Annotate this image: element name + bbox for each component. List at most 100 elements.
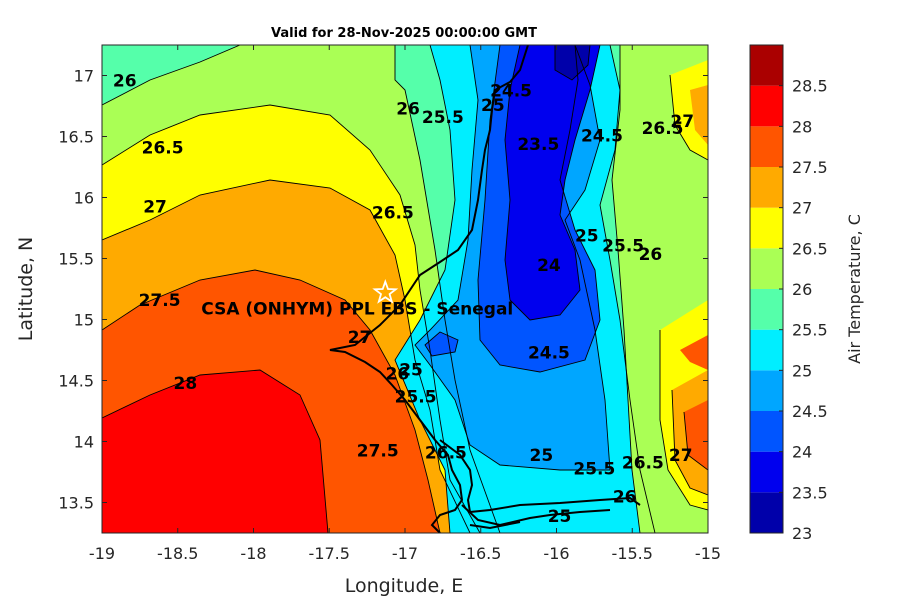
x-axis-ticks: -19 -18.5 -18 -17.5 -17 -16.5 -16 -15.5 -15 [89, 45, 721, 563]
band-26.5-27 [670, 60, 708, 160]
colorbar-tick-label: 24 [792, 443, 812, 462]
contour-labels: 2626.52727.5282626.5272627.525.52524.523… [113, 72, 694, 528]
band-23.5-24 [505, 45, 600, 320]
x-tick-label: -16 [543, 544, 569, 563]
contour-label: 26.5 [622, 453, 664, 473]
contour-label: 26.5 [142, 139, 184, 159]
colorbar-segment [750, 126, 783, 167]
colorbar-tick-label: 23.5 [792, 483, 828, 502]
y-tick-label: 15.5 [58, 250, 94, 269]
colorbar-segment [750, 85, 783, 127]
contour-label: 26.5 [372, 203, 414, 223]
contour-label: 25 [530, 446, 554, 466]
site-marker-group: CSA (ONHYM) PPL EBS - Senegal [201, 279, 513, 320]
x-tick-label: -18 [240, 544, 266, 563]
contour-label: 25.5 [422, 108, 464, 128]
contour-lines [102, 45, 708, 533]
colorbar-segment [750, 492, 783, 533]
contour-label: 25 [399, 361, 423, 381]
band-27-27.5 [690, 85, 708, 145]
contour-line [102, 369, 329, 533]
colorbar-tick-label: 24.5 [792, 402, 828, 421]
contour-label: 26 [113, 72, 137, 92]
contour-label: 27 [670, 112, 694, 132]
contour-line [102, 45, 241, 106]
contour-label: 26 [396, 100, 420, 120]
x-tick-label: -17 [392, 544, 418, 563]
contour-label: 26.5 [425, 444, 467, 464]
contour-label: 28 [173, 374, 197, 394]
contour-label: 24.5 [581, 127, 623, 147]
y-tick-label: 17 [74, 67, 94, 86]
contour-label: 27.5 [357, 441, 399, 461]
border [439, 439, 641, 514]
contour-label: 27 [669, 446, 693, 466]
border [469, 521, 521, 530]
colorbar: 23 23.5 24 24.5 25 25.5 26 26.5 27 27.5 28 28.5 [749, 44, 828, 543]
contour-line [683, 411, 708, 471]
colorbar-segment [750, 289, 783, 330]
colorbar-tick-label: 27.5 [792, 158, 828, 177]
contour-line [102, 179, 471, 533]
border [461, 504, 611, 527]
contour-label: 26.5 [642, 119, 684, 139]
contour-line [669, 74, 708, 161]
y-tick-label: 16.5 [58, 128, 94, 147]
colorbar-segment [750, 329, 783, 371]
contour-label: 25.5 [395, 388, 437, 408]
contour-line [414, 45, 611, 471]
contour-line [477, 45, 601, 373]
colorbar-tick-label: 26.5 [792, 239, 828, 258]
plot-area: 2626.52727.5282626.5272627.525.52524.523… [102, 45, 708, 533]
colorbar-segment [750, 411, 783, 452]
y-axis-label: Latitude, N [15, 237, 37, 342]
colorbar-segment [750, 248, 783, 289]
contour-line [102, 104, 481, 533]
colorbar-tick-label: 25 [792, 361, 812, 380]
x-tick-label: -19 [89, 544, 115, 563]
band-27.5-28 [680, 335, 708, 370]
contour-label: 25 [548, 507, 572, 527]
x-tick-label: -18.5 [157, 544, 198, 563]
colorbar-tick-label: 27 [792, 199, 812, 218]
contour-label: 24 [537, 256, 561, 276]
contour-label: 27 [348, 328, 372, 348]
colorbar-tick-label: 28 [792, 117, 812, 136]
colorbar-segment [750, 370, 783, 411]
x-tick-label: -16.5 [460, 544, 501, 563]
colorbar-segment [750, 451, 783, 493]
contour-label: 27 [143, 197, 167, 217]
x-tick-label: -15.5 [612, 544, 653, 563]
contour-line [659, 330, 708, 511]
contour-line [554, 45, 591, 81]
band-27.5-28 [684, 400, 708, 470]
y-axis-ticks: 13.5 14 14.5 15 15.5 16 16.5 17 [58, 67, 708, 513]
contour-label: 26 [613, 488, 637, 508]
colorbar-tick-label: 23 [792, 524, 812, 543]
contour-line [504, 45, 601, 321]
colorbar-tick-label: 26 [792, 280, 812, 299]
contour-line [424, 331, 459, 357]
contour-label: 24.5 [528, 344, 570, 364]
y-tick-label: 13.5 [58, 494, 94, 513]
colorbar-tick-label: 25.5 [792, 321, 828, 340]
coastline [329, 45, 529, 533]
site-label: CSA (ONHYM) PPL EBS - Senegal [201, 300, 513, 320]
x-axis-label: Longitude, E [345, 575, 464, 597]
site-star-marker [372, 279, 399, 304]
x-tick-label: -15 [695, 544, 721, 563]
y-tick-label: 14 [74, 433, 94, 452]
colorbar-tick-label: 28.5 [792, 77, 828, 96]
contour-label: 25 [481, 96, 505, 116]
contour-label: 25 [575, 227, 599, 247]
band-28-28.5 [102, 370, 328, 533]
contour-label: 27.5 [139, 291, 181, 311]
contour-label: 26 [386, 364, 410, 384]
contour-label: 25.5 [602, 236, 644, 256]
contour-line [394, 45, 456, 533]
contour-label: 25.5 [573, 460, 615, 480]
band-25.5-26 [102, 45, 240, 105]
contour-label: 24.5 [490, 81, 532, 101]
colorbar-label: Air Temperature, C [845, 214, 864, 364]
